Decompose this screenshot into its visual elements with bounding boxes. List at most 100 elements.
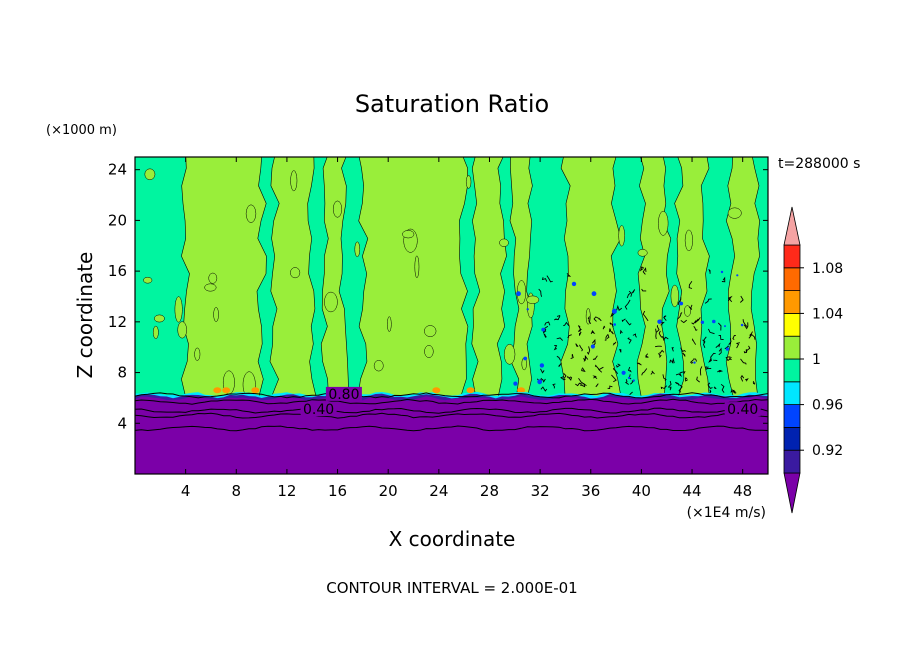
contour-scribble <box>639 266 645 272</box>
contour-line <box>135 412 768 419</box>
subsaturated-spot <box>712 319 716 324</box>
contour-scribble <box>598 317 602 322</box>
contour-scribble <box>566 273 572 277</box>
contour-scribble <box>616 363 621 368</box>
saturated-patch <box>503 343 516 365</box>
contour-scribble <box>655 328 657 340</box>
subsaturated-spot <box>613 323 616 326</box>
time-label: t=288000 s <box>778 156 860 172</box>
contour-scribble <box>540 368 545 374</box>
colorbar-swatch <box>783 426 801 451</box>
contour-label-bg <box>300 402 337 417</box>
colorbar-swatch <box>783 244 801 269</box>
contour-scribble <box>730 389 736 394</box>
contour-scribble <box>598 366 604 373</box>
contour-scribble <box>735 342 740 349</box>
contour-scribble <box>626 290 632 299</box>
contour-scribble <box>609 322 614 328</box>
subsaturated-spot <box>627 376 631 380</box>
contour-scribble <box>696 376 700 383</box>
contour-scribble <box>740 374 745 382</box>
contour-scribble <box>704 298 712 304</box>
contour-scribble <box>706 366 712 370</box>
subsaturated-spot <box>725 347 730 351</box>
contour-scribble <box>699 366 703 376</box>
contour-scribble <box>642 310 649 322</box>
subsaturated-spot <box>537 379 543 385</box>
contour-scribble <box>680 347 686 353</box>
contour-scribble <box>740 358 747 365</box>
colorbar-swatch <box>783 290 801 314</box>
subsaturated-spot <box>700 320 705 324</box>
contour-plot-area <box>135 157 768 474</box>
subsaturated-spot <box>516 291 521 297</box>
contour-scribble <box>657 353 662 359</box>
contour-scribble <box>660 385 668 390</box>
subsaturated-spot <box>740 323 744 327</box>
contour-scribble <box>608 328 611 333</box>
contour-scribble <box>570 353 574 360</box>
saturated-patch <box>727 207 742 219</box>
contour-scribble <box>707 328 715 335</box>
contour-scribble <box>592 375 598 379</box>
subsaturated-spot <box>539 363 545 368</box>
x-tick-label: 40 <box>632 482 651 500</box>
contour-scribble <box>691 338 697 345</box>
contour-scribble <box>675 381 680 386</box>
y-tick-label: 4 <box>117 414 127 432</box>
contour-label: 0.40 <box>303 402 334 418</box>
contour-scribble <box>593 316 599 322</box>
subsaturated-spot <box>590 344 596 349</box>
saturated-region <box>560 157 622 397</box>
contour-scribble <box>713 359 718 362</box>
contour-scribble <box>728 338 732 346</box>
contour-scribble <box>607 385 613 389</box>
contour-scribble <box>715 342 721 348</box>
y-tick-label: 8 <box>117 364 127 382</box>
contour-scribble <box>713 386 717 390</box>
contour-scribble <box>636 362 642 366</box>
saturated-patch <box>684 229 693 252</box>
x-tick-label: 48 <box>733 482 752 500</box>
contour-scribble <box>567 376 572 379</box>
contour-scribble <box>616 304 623 311</box>
x-tick-label: 8 <box>232 482 242 500</box>
contour-scribble <box>592 355 598 360</box>
contour-scribble <box>630 289 636 297</box>
contour-label: 0.80 <box>328 387 359 403</box>
contour-scribble <box>578 378 587 386</box>
saturated-patch <box>670 284 679 308</box>
subsaturated-spot <box>657 319 662 324</box>
contour-scribble <box>604 334 608 341</box>
contour-scribble <box>595 383 599 388</box>
saturated-patch <box>324 291 338 313</box>
contour-scribble <box>579 344 584 352</box>
colorbar-swatch <box>783 267 801 291</box>
contour-scribble <box>632 333 637 338</box>
contour-scribble <box>560 376 566 381</box>
saturated-patch <box>526 295 540 304</box>
colorbar-bottom-arrow <box>783 472 801 514</box>
contour-scribble <box>575 343 579 347</box>
contour-scribble <box>543 333 547 338</box>
contour-scribble <box>690 359 694 364</box>
contour-scribble <box>558 362 562 368</box>
saturated-patch <box>204 283 217 292</box>
contour-scribble <box>538 288 543 297</box>
contour-scribble <box>693 326 698 332</box>
contour-scribble <box>575 382 583 387</box>
subsaturated-spot <box>611 308 617 314</box>
contour-scribble <box>710 352 716 361</box>
contour-scribble <box>586 346 591 356</box>
contour-scribble <box>708 269 711 274</box>
contour-scribble <box>556 314 561 321</box>
colorbar-swatch <box>783 381 801 405</box>
subsaturated-spot <box>571 281 577 287</box>
x-tick-label: 44 <box>682 482 701 500</box>
contour-scribble <box>552 383 556 389</box>
subsaturated-spot <box>541 327 546 332</box>
colorbar: 0.92 0.96 1 1.04 1.08 <box>783 206 843 514</box>
contour-scribble <box>606 334 610 339</box>
contour-scribble <box>540 378 546 383</box>
contour-scribble <box>688 304 693 310</box>
